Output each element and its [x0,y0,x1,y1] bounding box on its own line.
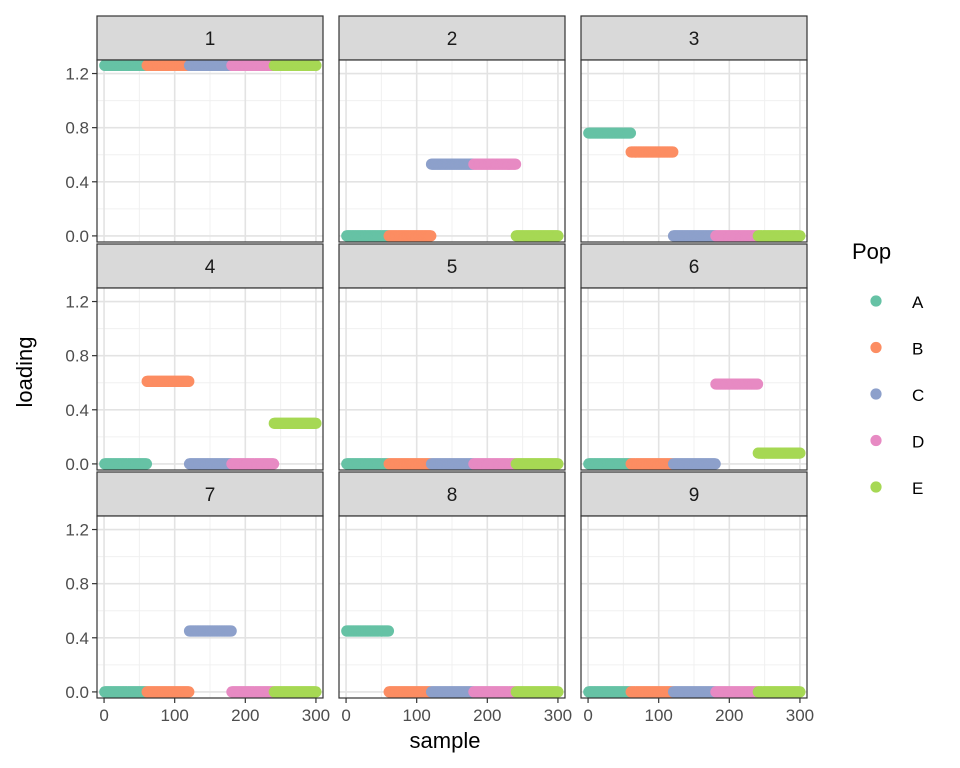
facet-strip-label: 1 [205,29,216,50]
facet-panel-2: 2 [338,15,566,243]
data-point-pop-E [310,417,322,429]
x-tick-label: 300 [786,706,814,725]
panel-border [96,515,324,699]
data-point-pop-A [140,458,153,470]
data-point-pop-A [624,127,637,139]
panel-border [96,287,324,471]
facet-strip [580,471,808,517]
data-point-pop-E [794,686,806,698]
panel-border [580,287,808,471]
x-tick-label: 0 [99,706,108,725]
facet-panel-3: 3 [580,15,808,243]
facet-strip-label: 3 [689,29,700,50]
data-point-pop-E [794,230,806,242]
x-tick-label: 300 [544,706,572,725]
data-point-pop-B [183,375,195,387]
x-tick-label: 100 [161,706,189,725]
y-tick-label: 1.2 [65,293,89,312]
data-point-pop-D [751,378,764,390]
y-tick-label: 0.0 [65,227,89,246]
legend-key-A [870,295,882,307]
x-tick-label: 0 [583,706,592,725]
data-point-pop-C [709,458,721,470]
y-tick-label: 0.4 [65,173,89,192]
data-point-pop-A [382,625,395,637]
x-tick-label: 200 [473,706,501,725]
facet-strip [338,15,566,61]
legend-key-D [870,434,882,447]
legend-label-A: A [912,293,924,312]
panel-border [580,515,808,699]
facet-strip [96,471,324,517]
facet-strip [580,15,808,61]
data-point-pop-D [509,158,522,170]
panel-border [338,59,566,243]
y-axis-title: loading [12,337,37,408]
legend-label-B: B [912,340,923,359]
data-point-pop-B [667,146,679,158]
panel-border [96,59,324,243]
data-point-pop-E [552,230,564,242]
facet-strip [96,15,324,61]
data-point-pop-D [267,458,280,470]
legend-title: Pop [852,239,891,264]
facet-strip-label: 9 [689,485,700,506]
y-tick-label: 1.2 [65,521,89,540]
facet-strip [96,243,324,289]
facet-strip-label: 5 [447,257,458,278]
facet-strip-label: 6 [689,257,700,278]
data-point-pop-B [425,230,437,242]
facet-panel-8: 8 0 100 200 300 [338,471,572,725]
x-tick-label: 200 [715,706,743,725]
y-tick-label: 0.4 [65,629,89,648]
facet-strip [580,243,808,289]
x-tick-label: 100 [403,706,431,725]
facet-panel-5: 5 [338,243,566,471]
facet-strip-label: 2 [447,29,458,50]
facet-strip [338,243,566,289]
y-tick-label: 0.8 [65,347,89,366]
y-tick-label: 0.0 [65,683,89,702]
facet-strip-label: 8 [447,485,458,506]
facet-panel-7: 7 0.0 0.4 0.8 1.2 0 100 200 300 [65,471,330,725]
data-point-pop-B [183,686,195,698]
legend-key-C [870,388,882,400]
panel-border [338,515,566,699]
data-point-pop-C [225,625,237,637]
y-tick-label: 1.2 [65,65,89,84]
data-point-pop-E [552,458,564,470]
legend-key-E [870,481,882,493]
legend-label-C: C [912,386,924,405]
facet-panels: 1 0.0 0.4 0.8 1.2 2 3 4 0.0 0.4 0.8 1.2 5 6 7 0.0 0.4 0.8… [65,15,814,725]
y-tick-label: 0.0 [65,455,89,474]
data-point-pop-E [310,686,322,698]
facet-panel-1: 1 0.0 0.4 0.8 1.2 [65,15,324,246]
data-point-pop-E [794,447,806,459]
x-tick-label: 0 [341,706,350,725]
x-tick-label: 100 [645,706,673,725]
panel-border [338,287,566,471]
legend-label-D: D [912,433,924,452]
facet-panel-4: 4 0.0 0.4 0.8 1.2 [65,243,324,474]
panel-border [580,59,808,243]
facet-strip-label: 7 [205,485,216,506]
data-point-pop-E [552,686,564,698]
facet-strip-label: 4 [205,257,216,278]
data-point-pop-E [310,59,322,72]
x-tick-label: 200 [231,706,259,725]
facet-panel-6: 6 [580,243,808,471]
legend-label-E: E [912,479,923,498]
legend: Pop A B C D E [852,239,924,498]
y-tick-label: 0.4 [65,401,89,420]
y-tick-label: 0.8 [65,575,89,594]
legend-key-B [870,341,882,354]
y-tick-label: 0.8 [65,119,89,138]
facet-panel-9: 9 0 100 200 300 [580,471,814,725]
x-axis-title: sample [410,728,481,753]
x-tick-label: 300 [302,706,330,725]
facet-strip [338,471,566,517]
